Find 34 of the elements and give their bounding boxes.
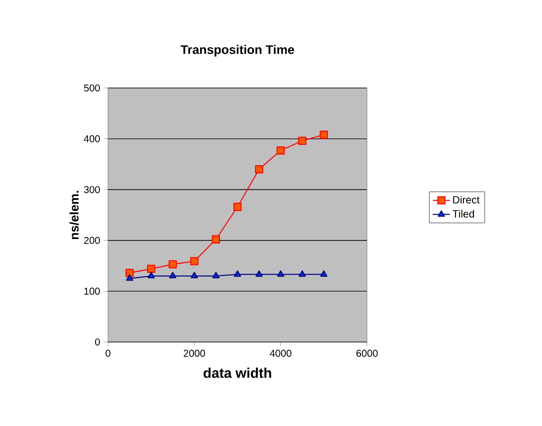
- x-tick-label: 0: [106, 350, 110, 357]
- point: [277, 270, 284, 277]
- point: [255, 270, 263, 277]
- point: [320, 130, 328, 139]
- point: [190, 257, 198, 266]
- y-tick-label: 400: [84, 135, 100, 142]
- point: [169, 272, 176, 278]
- point: [147, 264, 156, 273]
- point: [212, 235, 220, 244]
- y-tick-label: 500: [84, 84, 100, 92]
- y-axis-title: ns/elem.: [69, 190, 79, 240]
- point: [255, 165, 264, 174]
- point: [126, 274, 134, 281]
- point: [233, 202, 242, 211]
- point: [234, 270, 242, 277]
- x-tick-label: 2000: [184, 350, 206, 357]
- point: [212, 272, 220, 278]
- x-tick-label: 4000: [270, 350, 292, 357]
- point: [298, 136, 306, 145]
- y-tick-label: 100: [84, 288, 100, 295]
- y-tick-label: 0: [95, 338, 100, 346]
- x-axis-title: data width: [204, 368, 272, 378]
- point: [190, 272, 198, 278]
- y-tick-label: 200: [84, 236, 100, 244]
- point: [298, 270, 306, 277]
- point: [168, 260, 177, 268]
- chart-title: Transposition Time: [180, 44, 294, 56]
- point: [276, 146, 285, 155]
- point: [148, 272, 155, 278]
- legend-label: Tiled: [452, 210, 474, 218]
- y-tick-label: 300: [84, 186, 100, 194]
- legend-label: Direct: [453, 196, 480, 204]
- x-tick-label: 6000: [356, 350, 378, 357]
- point: [320, 270, 328, 277]
